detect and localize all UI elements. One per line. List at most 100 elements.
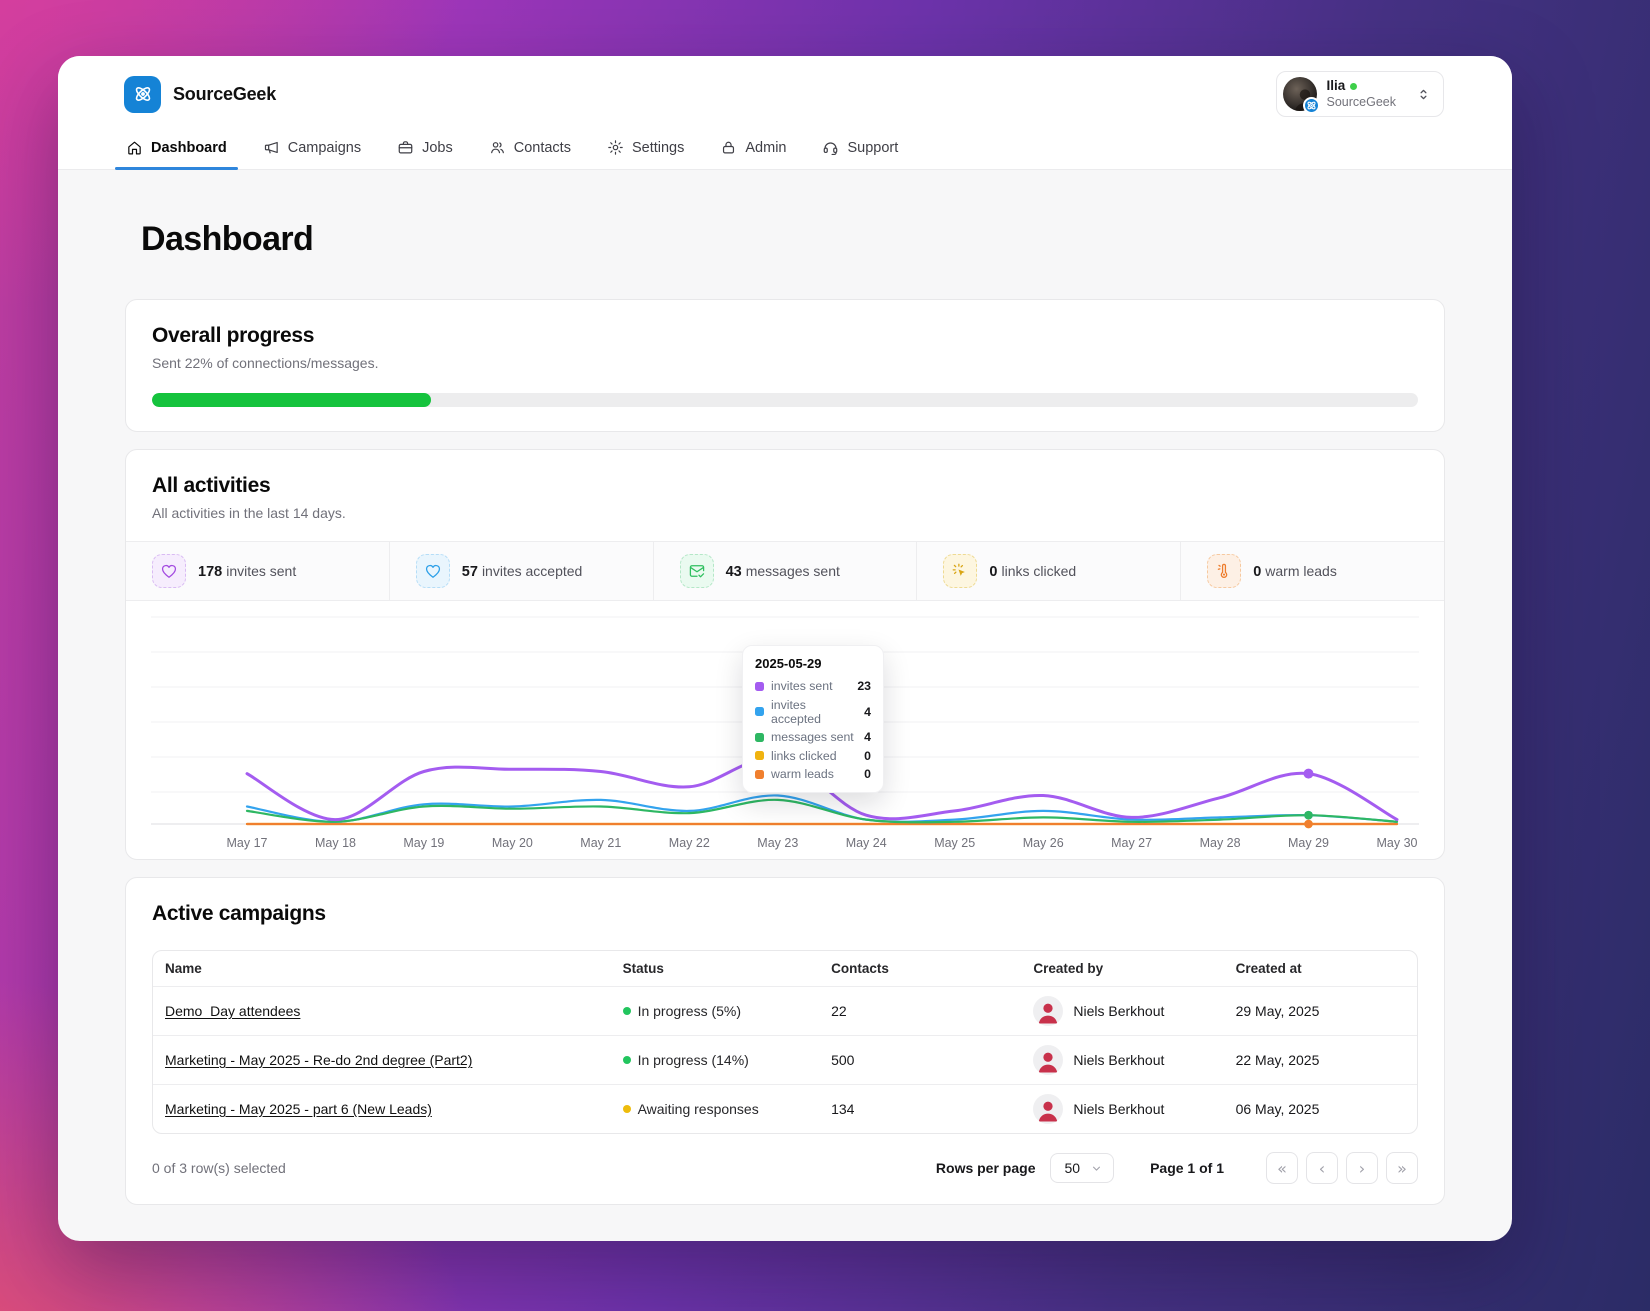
home-icon xyxy=(128,141,141,155)
tab-label: Settings xyxy=(631,139,685,156)
svg-text:May 24: May 24 xyxy=(846,836,887,850)
stat-label: invites sent xyxy=(226,562,297,579)
tab-dashboard[interactable]: Dashboard xyxy=(115,127,238,170)
rows-per-page-select[interactable]: 50 xyxy=(1049,1153,1115,1183)
megaphone-icon xyxy=(264,141,278,154)
tab-support[interactable]: Support xyxy=(811,127,909,169)
all-activities-title: All activities xyxy=(152,474,271,497)
active-campaigns-card: Active campaigns Name Status Contacts Creat… xyxy=(125,877,1445,1205)
chevron-down-icon xyxy=(1090,1162,1103,1175)
brand-logo xyxy=(124,75,161,113)
chevron-down-icon xyxy=(1093,1166,1101,1171)
main-nav: Dashboard Campaigns Jobs Contacts Settings Ad… xyxy=(58,127,1512,170)
table-row[interactable]: Marketing - May 2025 - Re-do 2nd degree … xyxy=(153,1035,1417,1085)
campaign-link[interactable]: Marketing - May 2025 - Re-do 2nd degree … xyxy=(165,1052,473,1068)
selection-summary: 0 of 3 row(s) selected xyxy=(152,1160,286,1176)
table-row[interactable]: Marketing - May 2025 - part 6 (New Leads… xyxy=(153,1084,1417,1133)
brand: SourceGeek xyxy=(124,75,277,113)
table-footer: 0 of 3 row(s) selected Rows per page 50 … xyxy=(152,1152,1418,1184)
tab-contacts[interactable]: Contacts xyxy=(478,127,582,169)
stat-label: messages sent xyxy=(745,562,840,579)
tooltip-row: invites sent 23 xyxy=(755,679,871,693)
page-indicator: Page 1 of 1 xyxy=(1150,1160,1224,1176)
svg-text:May 23: May 23 xyxy=(757,836,798,850)
table-row[interactable]: Demo_Day attendees In progress (5%) 22 N… xyxy=(153,986,1417,1036)
active-campaigns-title: Active campaigns xyxy=(152,902,326,925)
heart-icon xyxy=(425,564,440,578)
stat-label: warm leads xyxy=(1265,562,1337,579)
content: Dashboard Overall progress Sent 22% of c… xyxy=(58,170,1512,1241)
stat-invites-sent: 178 invites sent xyxy=(126,542,389,600)
user-menu-button[interactable]: Ilia SourceGeek xyxy=(1275,71,1444,117)
tab-campaigns[interactable]: Campaigns xyxy=(252,127,372,169)
svg-text:May 27: May 27 xyxy=(1111,836,1152,850)
contacts-count: 134 xyxy=(819,1084,1022,1133)
column-header: Name xyxy=(165,961,202,976)
all-activities-card: All activities All activities in the las… xyxy=(125,449,1445,860)
svg-text:May 18: May 18 xyxy=(315,836,356,850)
tooltip-row: warm leads 0 xyxy=(755,767,871,781)
campaign-link[interactable]: Demo_Day attendees xyxy=(165,1003,301,1019)
tab-label: Jobs xyxy=(422,139,453,156)
first-page-button[interactable]: « xyxy=(1266,1152,1298,1184)
next-page-button[interactable]: › xyxy=(1346,1152,1378,1184)
overall-progress-title: Overall progress xyxy=(152,324,315,347)
tab-admin[interactable]: Admin xyxy=(709,127,797,169)
stat-value: 0 xyxy=(1253,563,1262,580)
status-badge: In progress (5%) xyxy=(622,1003,808,1019)
chevrons-updown-icon xyxy=(1416,87,1431,102)
page-title: Dashboard xyxy=(141,220,314,258)
tooltip-date: 2025-05-29 xyxy=(755,656,822,671)
svg-text:May 29: May 29 xyxy=(1288,836,1329,850)
pagination: «‹ ›» xyxy=(1266,1152,1418,1184)
created-at: 22 May, 2025 xyxy=(1223,1035,1417,1085)
svg-text:May 25: May 25 xyxy=(934,836,975,850)
cursor-click-icon xyxy=(953,563,966,576)
svg-text:May 30: May 30 xyxy=(1377,836,1418,850)
stat-label: invites accepted xyxy=(481,562,583,579)
atom-icon xyxy=(135,87,150,101)
rows-per-page-value: 50 xyxy=(1064,1160,1081,1176)
column-header: Contacts xyxy=(831,961,889,976)
headset-icon xyxy=(824,142,838,156)
tab-settings[interactable]: Settings xyxy=(596,127,695,169)
stat-messages-sent: 43 messages sent xyxy=(652,542,917,600)
stat-warm-leads: 0 warm leads xyxy=(1180,542,1444,600)
svg-text:May 17: May 17 xyxy=(227,836,268,850)
campaign-link[interactable]: Marketing - May 2025 - part 6 (New Leads… xyxy=(165,1101,432,1117)
avatar-org-badge xyxy=(1302,97,1320,114)
last-page-button[interactable]: » xyxy=(1386,1152,1418,1184)
created-at: 29 May, 2025 xyxy=(1223,986,1417,1036)
person-icon xyxy=(1039,1052,1058,1073)
svg-text:May 26: May 26 xyxy=(1023,836,1064,850)
overall-progress-subtitle: Sent 22% of connections/messages. xyxy=(152,355,379,371)
prev-page-button[interactable]: ‹ xyxy=(1306,1152,1338,1184)
tab-jobs[interactable]: Jobs xyxy=(386,127,464,169)
app-window: SourceGeek Ilia SourceGeek Dashboard Camp… xyxy=(58,56,1512,1241)
stat-links-clicked: 0 links clicked xyxy=(916,542,1180,600)
stat-value: 0 xyxy=(989,563,998,580)
tab-label: Contacts xyxy=(513,139,571,156)
stat-value: 43 xyxy=(725,563,742,580)
stat-value: 178 xyxy=(198,563,223,580)
mail-check-icon xyxy=(689,565,704,578)
tab-label: Dashboard xyxy=(151,139,227,156)
svg-text:May 20: May 20 xyxy=(492,836,533,850)
atom-icon xyxy=(1306,101,1316,110)
person-avatar xyxy=(1033,1045,1064,1075)
activity-chart[interactable]: May 17 May 18 May 19 May 20 May 21 May 22 May … xyxy=(126,601,1444,859)
tooltip-row: invites accepted 4 xyxy=(755,698,871,726)
created-by: Niels Berkhout xyxy=(1033,1045,1211,1075)
rows-per-page-label: Rows per page xyxy=(935,1160,1036,1176)
tooltip-row: links clicked 0 xyxy=(755,749,871,763)
users-icon xyxy=(490,142,504,154)
person-icon xyxy=(1039,1003,1058,1024)
status-badge: Awaiting responses xyxy=(622,1101,808,1117)
app-header: SourceGeek Ilia SourceGeek Dashboard Camp… xyxy=(58,56,1512,170)
overall-progress-card: Overall progress Sent 22% of connections… xyxy=(125,299,1445,432)
column-header: Created by xyxy=(1033,961,1104,976)
chevrons-updown-icon xyxy=(1420,89,1427,99)
brand-name: SourceGeek xyxy=(173,83,277,104)
tab-label: Admin xyxy=(745,139,787,156)
tab-label: Support xyxy=(847,139,899,156)
